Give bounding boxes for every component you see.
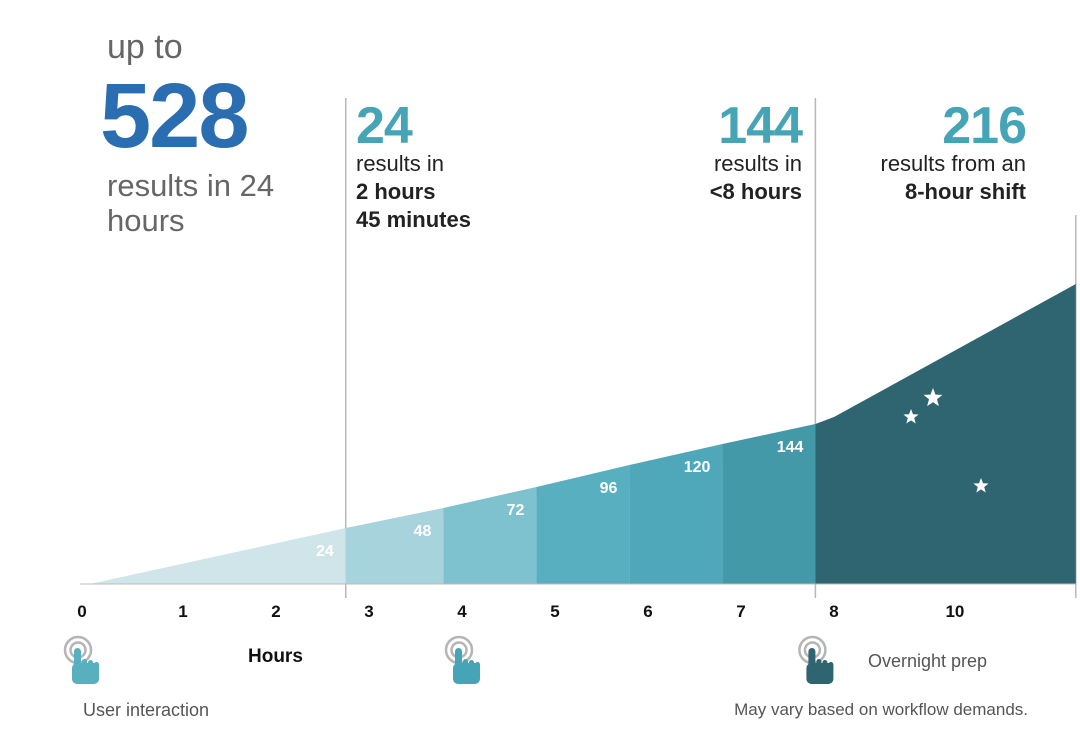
callout-2-number: 144 bbox=[718, 97, 803, 155]
hand-knuckle bbox=[475, 662, 480, 671]
area-segment-96 bbox=[536, 465, 630, 584]
callout-1-line1: results in bbox=[356, 151, 445, 176]
area-segment-48 bbox=[345, 508, 444, 584]
x-tick-label-8: 8 bbox=[829, 602, 838, 621]
data-label-24: 24 bbox=[316, 543, 334, 560]
callout-3-line2: 8-hour shift bbox=[905, 179, 1026, 204]
x-tick-label-7: 7 bbox=[736, 602, 745, 621]
hero-number: 528 bbox=[100, 65, 249, 167]
overnight-prep-label: Overnight prep bbox=[868, 651, 988, 671]
callout-1-line2: 2 hours bbox=[356, 179, 436, 204]
data-label-120: 120 bbox=[684, 459, 711, 476]
star-icon bbox=[923, 388, 943, 407]
x-axis-title: Hours bbox=[248, 646, 303, 667]
area-segment-144 bbox=[722, 424, 816, 584]
callout-3-line1: results from an bbox=[880, 151, 1027, 176]
x-tick-label-2: 2 bbox=[271, 602, 280, 621]
x-tick-label-0: 0 bbox=[77, 602, 86, 621]
callout-2-line2: <8 hours bbox=[709, 179, 802, 204]
star-icon bbox=[973, 478, 989, 493]
footnote: May vary based on workflow demands. bbox=[734, 700, 1028, 719]
area-segment-120 bbox=[629, 444, 723, 584]
hand-knuckle bbox=[94, 662, 99, 671]
x-tick-label-3: 3 bbox=[364, 602, 373, 621]
data-label-96: 96 bbox=[600, 480, 618, 497]
data-label-48: 48 bbox=[414, 523, 432, 540]
data-label-144: 144 bbox=[777, 439, 804, 456]
area-segment-72 bbox=[443, 487, 537, 584]
user-interaction-label: User interaction bbox=[83, 700, 210, 720]
x-tick-label-10: 10 bbox=[945, 602, 964, 621]
callout-3-text: results from an 8-hour shift bbox=[881, 150, 1027, 206]
touch-hand-icon bbox=[798, 635, 834, 684]
hand-knuckle bbox=[463, 659, 468, 669]
hand-knuckle bbox=[82, 659, 87, 669]
hand-knuckle bbox=[816, 659, 822, 669]
hero-description: results in 24 hours bbox=[107, 168, 275, 238]
hand-knuckle bbox=[88, 660, 93, 670]
callout-3-number: 216 bbox=[942, 97, 1027, 155]
callout-1-line3: 45 minutes bbox=[356, 207, 471, 232]
hand-knuckle bbox=[469, 660, 474, 670]
x-tick-label-5: 5 bbox=[550, 602, 559, 621]
star-icon bbox=[903, 409, 919, 424]
callout-1-number: 24 bbox=[356, 97, 413, 155]
touch-hand-icon bbox=[63, 635, 99, 684]
callout-1-text: results in 2 hours 45 minutes bbox=[356, 150, 471, 234]
area-segment-24 bbox=[90, 528, 346, 584]
x-tick-label-6: 6 bbox=[643, 602, 652, 621]
area-segment-216 bbox=[815, 284, 1076, 584]
hand-knuckle bbox=[822, 660, 828, 670]
callout-2-line1: results in bbox=[713, 151, 802, 176]
touch-hand-icon bbox=[444, 635, 480, 684]
callout-2-text: results in <8 hours bbox=[710, 150, 802, 206]
hand-knuckle bbox=[828, 662, 834, 671]
data-label-72: 72 bbox=[507, 502, 525, 519]
x-tick-label-4: 4 bbox=[457, 602, 467, 621]
x-tick-label-1: 1 bbox=[178, 602, 187, 621]
hero-prefix: up to bbox=[107, 28, 183, 66]
